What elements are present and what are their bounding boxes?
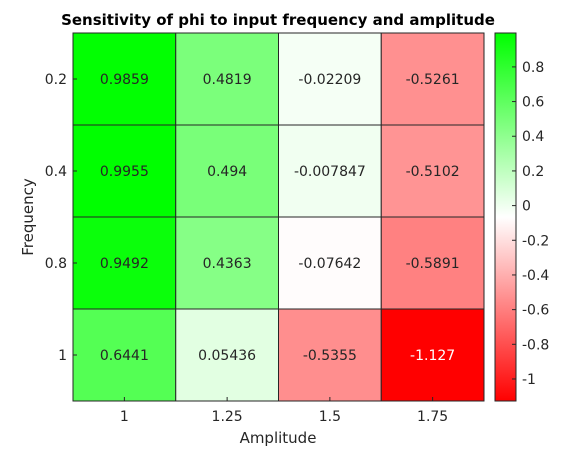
colorbar-tick-label: 0.4 — [522, 129, 544, 145]
heatmap-cell — [175, 216, 279, 310]
y-tick-label: 0.4 — [45, 164, 67, 180]
cell-value-label: -0.5261 — [406, 72, 460, 88]
heatmap-cell — [380, 216, 485, 310]
heatmap-cell — [278, 308, 382, 402]
x-tick-label: 1 — [120, 409, 129, 425]
cell-value-label: 0.9492 — [100, 256, 149, 272]
cell-value-label: -0.5891 — [406, 256, 460, 272]
colorbar-tick-label: -1 — [522, 372, 536, 388]
colorbar-tick-label: -0.6 — [522, 303, 549, 319]
cell-value-label: 0.6441 — [100, 348, 149, 364]
colorbar-tick-label: -0.4 — [522, 268, 549, 284]
chart-title: Sensitivity of phi to input frequency an… — [61, 11, 495, 29]
heatmap-cell — [72, 308, 177, 402]
colorbar — [494, 32, 517, 402]
colorbar-tick-label: 0.8 — [522, 60, 544, 76]
cell-value-label: 0.9859 — [100, 72, 149, 88]
heatmap-cell — [380, 308, 485, 402]
cell-value-label: -0.02209 — [298, 72, 361, 88]
x-axis-label: Amplitude — [240, 429, 317, 447]
y-tick-label: 0.8 — [45, 256, 67, 272]
heatmap-cell — [72, 124, 177, 218]
x-tick-label: 1.75 — [417, 409, 448, 425]
colorbar-tick-label: 0 — [522, 199, 531, 215]
y-axis: 0.2 0.4 0.8 1 — [45, 72, 77, 364]
y-axis-label: Frequency — [19, 178, 37, 256]
x-tick-label: 1.5 — [319, 409, 341, 425]
plot-frame — [72, 32, 485, 402]
cell-value-label: -0.07642 — [298, 256, 361, 272]
y-tick-label: 1 — [58, 348, 67, 364]
cell-value-label: 0.4363 — [203, 256, 252, 272]
colorbar-tick-label: -0.2 — [522, 233, 549, 249]
cell-value-label: 0.9955 — [100, 164, 149, 180]
colorbar-tick-label: 0.6 — [522, 95, 544, 111]
heatmap-cell — [175, 32, 279, 126]
heatmap-cell — [380, 124, 485, 218]
colorbar-axis: 0.8 0.6 0.4 0.2 0 -0.2 -0.4 -0.6 -0.8 -1 — [512, 60, 549, 388]
cell-value-label: -1.127 — [410, 348, 455, 364]
cell-value-label: -0.5102 — [406, 164, 460, 180]
cell-value-label: 0.494 — [207, 164, 247, 180]
heatmap-cell — [72, 32, 177, 126]
cell-value-label: 0.05436 — [198, 348, 256, 364]
cell-value-label: 0.4819 — [203, 72, 252, 88]
heatmap-cell — [175, 124, 279, 218]
colorbar-tick-label: 0.2 — [522, 164, 544, 180]
cell-value-label: -0.007847 — [294, 164, 366, 180]
x-tick-label: 1.25 — [212, 409, 243, 425]
colorbar-tick-label: -0.8 — [522, 337, 549, 353]
heatmap-cell — [380, 32, 485, 126]
heatmap-cell — [175, 308, 279, 402]
y-tick-label: 0.2 — [45, 72, 67, 88]
cell-value-label: -0.5355 — [303, 348, 357, 364]
heatmap-cells: 0.9859 0.4819 -0.02209 -0.5261 0.9955 0.494 -0… — [72, 32, 485, 402]
x-axis: 1 1.25 1.5 1.75 — [120, 397, 448, 425]
